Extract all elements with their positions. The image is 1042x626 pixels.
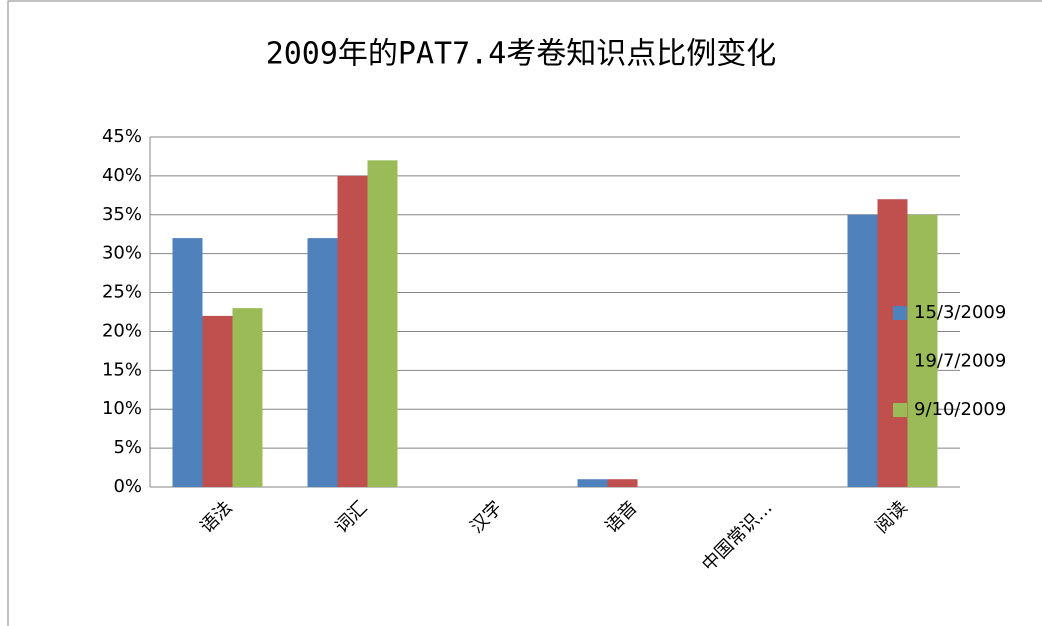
y-tick-label: 0% [113,476,142,497]
bar [577,479,608,487]
bar [847,214,878,487]
y-tick-label: 35% [102,204,142,225]
bar [607,479,638,487]
chart-border [7,0,1042,626]
bar [877,199,908,487]
x-tick-label: 中国常识… [698,497,776,575]
bar [367,160,398,488]
chart-title: 2009年的PAT7.4考卷知识点比例变化 [266,37,777,72]
y-tick-label: 5% [113,437,142,458]
bar [307,238,338,487]
legend-label: 15/3/2009 [914,302,1006,323]
x-tick-label: 语法 [196,497,236,537]
legend-swatch [893,403,907,417]
y-tick-label: 45% [102,126,142,147]
x-tick-label: 阅读 [871,497,911,537]
y-tick-label: 30% [102,243,142,264]
bar [337,175,368,487]
legend-swatch [893,306,907,320]
y-tick-label: 40% [102,165,142,186]
bar [232,308,263,487]
y-tick-label: 20% [102,320,142,341]
bar [202,315,233,487]
y-tick-label: 25% [102,282,142,303]
legend-label: 19/7/2009 [914,351,1006,372]
y-tick-label: 15% [102,359,142,380]
bar [172,238,203,487]
bar [907,214,938,487]
x-tick-label: 词汇 [331,497,371,537]
y-tick-label: 10% [102,398,142,419]
legend-label: 9/10/2009 [914,399,1006,420]
legend-swatch [893,354,907,369]
x-tick-label: 语音 [601,497,641,537]
x-tick-label: 汉字 [466,497,506,537]
